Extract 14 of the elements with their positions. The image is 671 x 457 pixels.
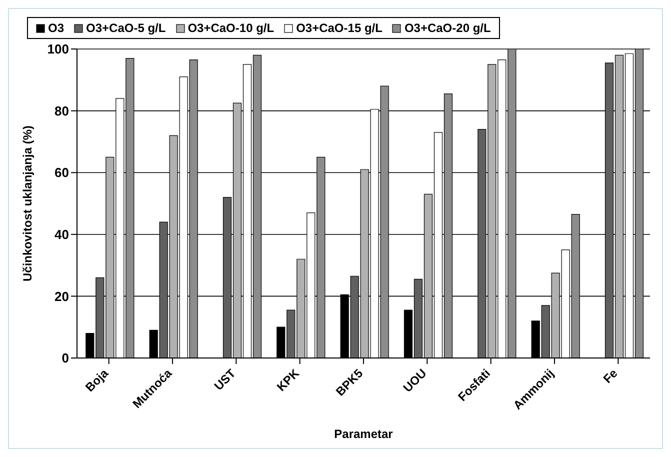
y-tick-label: 60	[54, 165, 69, 180]
legend-label: O3+CaO-20 g/L	[403, 21, 491, 35]
y-tick-label: 0	[62, 350, 69, 366]
y-tick-label: 80	[54, 103, 69, 118]
legend-label: O3	[47, 21, 64, 35]
x-tick-label: Fe	[600, 366, 621, 386]
y-axis-title: Učinkovitost uklanjanja (%)	[20, 125, 34, 282]
legend-label: O3+CaO-5 g/L	[85, 21, 166, 35]
y-tick-label: 100	[47, 42, 69, 57]
y-tick-label: 20	[54, 288, 69, 304]
y-tick-label: 40	[54, 227, 69, 242]
legend-label: O3+CaO-10 g/L	[186, 21, 274, 35]
legend-label: O3+CaO-15 g/L	[295, 21, 382, 35]
x-axis-title: Parametar	[334, 427, 394, 441]
